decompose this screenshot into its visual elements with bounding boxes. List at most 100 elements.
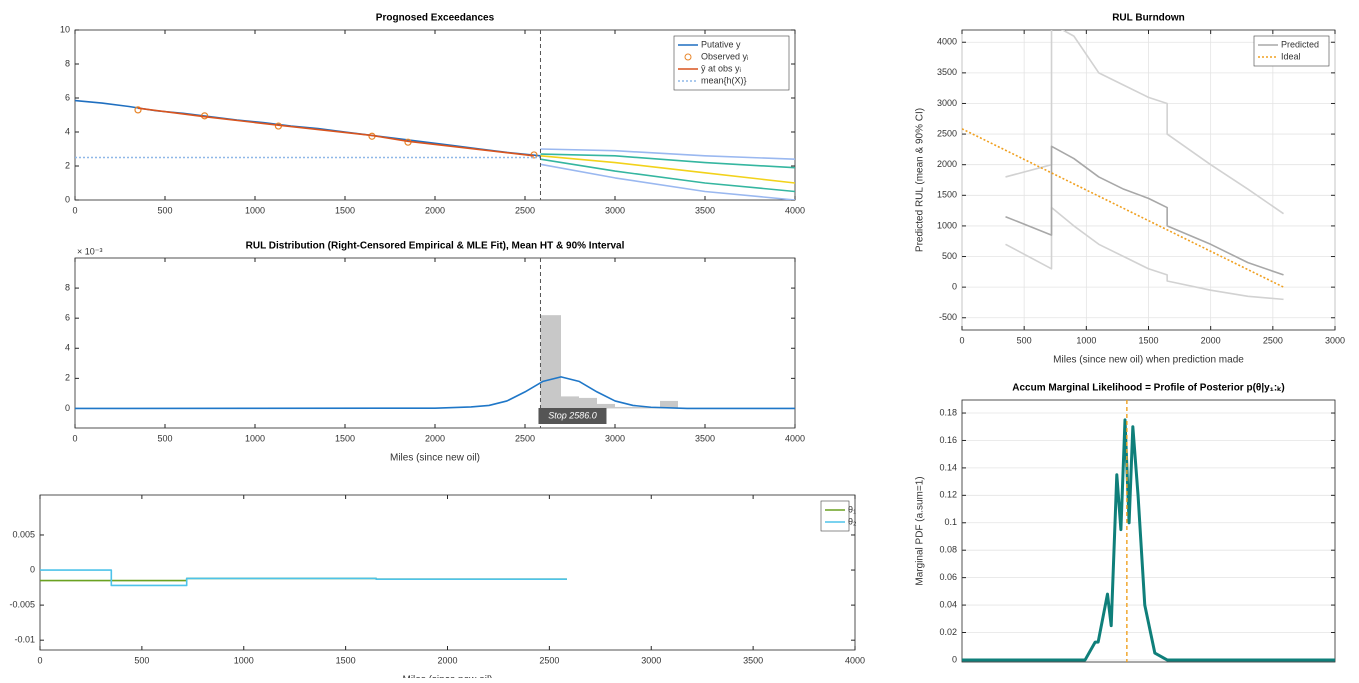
- legend-label: mean{h(X)}: [701, 75, 747, 85]
- x-tick-label: 500: [1017, 335, 1032, 345]
- x-tick-label: 0: [72, 433, 77, 443]
- y-tick-label: 8: [65, 58, 70, 68]
- y-tick-label: 2: [65, 373, 70, 383]
- x-tick-label: 4000: [785, 205, 805, 215]
- x-tick-label: 4000: [845, 655, 865, 665]
- y-tick-label: 1500: [937, 190, 957, 200]
- y-axis-label: Predicted RUL (mean & 90% CI): [915, 108, 926, 252]
- histogram-bar: [597, 403, 615, 409]
- x-tick-label: 1000: [1076, 335, 1096, 345]
- panel: Prognosed Exceedances 0 500 1000 1500 2000 250…: [60, 13, 805, 216]
- x-tick-label: 2000: [1201, 335, 1221, 345]
- plot-area: [75, 315, 795, 410]
- histogram-bar: [579, 397, 597, 409]
- series-line: [540, 163, 795, 200]
- x-tick-label: 1500: [336, 655, 356, 665]
- y-tick-label: 0.06: [939, 572, 957, 582]
- series-line: [1005, 30, 1284, 215]
- x-tick-label: 3000: [641, 655, 661, 665]
- y-tick-label: 10: [60, 24, 70, 34]
- x-tick-label: 3000: [1325, 335, 1345, 345]
- y-tick-label: 0.04: [939, 599, 957, 609]
- y-tick-label: 0: [30, 564, 35, 574]
- series-line: [137, 107, 535, 157]
- plot-area: [40, 569, 567, 587]
- y-tick-label: 0.02: [939, 627, 957, 637]
- y-tick-label: 0.005: [12, 529, 35, 539]
- x-tick-label: 2500: [515, 433, 535, 443]
- panel: Miles (since new oil) 0 500 1000 1500 2000 250…: [9, 494, 865, 683]
- y-tick-label: 6: [65, 92, 70, 102]
- x-axis-label: Miles (since new oil): [390, 453, 480, 464]
- chart-title: RUL Distribution (Right-Censored Empiric…: [246, 241, 625, 252]
- y-tick-label: 0: [952, 282, 957, 292]
- legend-label: Putative y: [701, 39, 741, 49]
- y-tick-label: 8: [65, 282, 70, 292]
- x-axis-label: Miles (since new oil) when prediction ma…: [1053, 355, 1244, 366]
- y-tick-label: 4: [65, 126, 70, 136]
- y-tick-label: 3500: [937, 67, 957, 77]
- y-tick-label: -0.005: [9, 599, 35, 609]
- y-tick-label: 0: [65, 403, 70, 413]
- x-tick-label: 2500: [515, 205, 535, 215]
- histogram-bar: [540, 315, 561, 409]
- legend-label: θ₁: [848, 504, 856, 514]
- y-tick-label: 0.16: [939, 435, 957, 445]
- chart-title: RUL Burndown: [1112, 13, 1185, 24]
- x-tick-label: 3500: [695, 205, 715, 215]
- x-tick-label: 3000: [605, 433, 625, 443]
- axes-frame: [74, 257, 796, 429]
- series-line: [540, 148, 795, 160]
- legend-label: Ideal: [1281, 51, 1301, 61]
- annotation-box: [538, 408, 607, 424]
- histogram-bar: [615, 406, 660, 409]
- series-line: [962, 418, 1335, 662]
- x-tick-label: 3500: [743, 655, 763, 665]
- y-tick-label: 2500: [937, 128, 957, 138]
- x-tick-label: 2000: [437, 655, 457, 665]
- y-tick-label: 4: [65, 343, 70, 353]
- x-tick-label: 3500: [695, 433, 715, 443]
- histogram-bar: [660, 400, 678, 409]
- panel: Accum Marginal Likelihood = Profile of P…: [915, 383, 1336, 664]
- series-line: [540, 155, 795, 184]
- panel: RUL Distribution (Right-Censored Empiric…: [65, 241, 805, 464]
- plot-area: [962, 418, 1335, 662]
- x-tick-label: 2500: [539, 655, 559, 665]
- x-tick-label: 0: [37, 655, 42, 665]
- legend-box: [820, 500, 850, 532]
- chart-title: Accum Marginal Likelihood = Profile of P…: [1012, 383, 1284, 394]
- y-tick-label: 500: [942, 251, 957, 261]
- series-line: [1005, 145, 1284, 276]
- legend-label: θ₂: [848, 516, 857, 526]
- x-tick-label: 500: [134, 655, 149, 665]
- x-tick-label: 1000: [245, 433, 265, 443]
- legend-label: Predicted: [1281, 39, 1319, 49]
- x-axis-label: Miles (since new oil): [402, 675, 492, 678]
- y-tick-label: 2: [65, 160, 70, 170]
- y-tick-label: 0: [952, 654, 957, 664]
- y-tick-label: 0.12: [939, 490, 957, 500]
- panel: RUL Burndown Miles (since new oil) when p…: [915, 13, 1345, 366]
- histogram-bar: [561, 396, 579, 409]
- y-axis-label: Marginal PDF (a.sum=1): [915, 476, 926, 585]
- y-tick-label: 0: [65, 194, 70, 204]
- y-tick-label: 0.18: [939, 407, 957, 417]
- series-line: [540, 153, 795, 169]
- y-tick-label: -500: [939, 312, 957, 322]
- y-tick-label: 1000: [937, 220, 957, 230]
- series-line: [540, 158, 795, 193]
- x-tick-label: 2000: [425, 433, 445, 443]
- y-tick-label: 0.1: [944, 517, 957, 527]
- y-tick-label: 0.08: [939, 545, 957, 555]
- annotation: Stop 2586.0: [548, 410, 597, 420]
- y-tick-label: 3000: [937, 98, 957, 108]
- series-line: [40, 569, 567, 587]
- x-tick-label: 0: [72, 205, 77, 215]
- x-tick-label: 1000: [245, 205, 265, 215]
- legend-label: ŷ at obs yᵢ: [701, 63, 741, 73]
- y-tick-label: 4000: [937, 37, 957, 47]
- x-tick-label: 500: [157, 205, 172, 215]
- plot-area: [962, 30, 1284, 301]
